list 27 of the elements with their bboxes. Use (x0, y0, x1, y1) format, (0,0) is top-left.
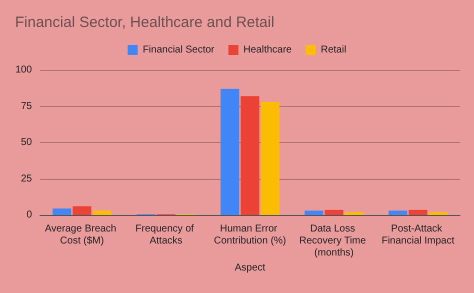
bar (344, 212, 364, 215)
y-tick-label: 50 (20, 137, 32, 148)
bar (220, 88, 240, 215)
bar (388, 210, 408, 215)
y-tick-label: 75 (20, 100, 32, 112)
y-tick-label: 100 (15, 64, 32, 76)
x-axis-title: Aspect (234, 262, 266, 274)
y-tick-label: 0 (26, 210, 32, 220)
legend-label: Healthcare (243, 44, 292, 56)
bar (240, 96, 260, 215)
x-tick-label: Human Error Contribution (%) (214, 224, 286, 246)
bar (304, 210, 324, 215)
bar (52, 208, 72, 215)
chart-title: Financial Sector, Healthcare and Retail (15, 14, 274, 31)
bar (72, 206, 92, 215)
bar (92, 210, 112, 215)
x-tick-label: Average Breach Cost ($M) (44, 224, 120, 246)
legend-label: Retail (320, 44, 346, 56)
legend-label: Financial Sector (142, 44, 216, 56)
bar (324, 210, 344, 215)
x-tick-label: Frequency of Attacks (135, 224, 197, 246)
x-tick-label: Post-Attack Financial Impact (382, 224, 455, 246)
bar (428, 212, 448, 215)
bar (408, 210, 428, 215)
x-tick-label: Data Loss Recovery Time (months) (299, 224, 369, 258)
y-tick-label: 25 (20, 173, 32, 184)
bar (260, 102, 280, 215)
